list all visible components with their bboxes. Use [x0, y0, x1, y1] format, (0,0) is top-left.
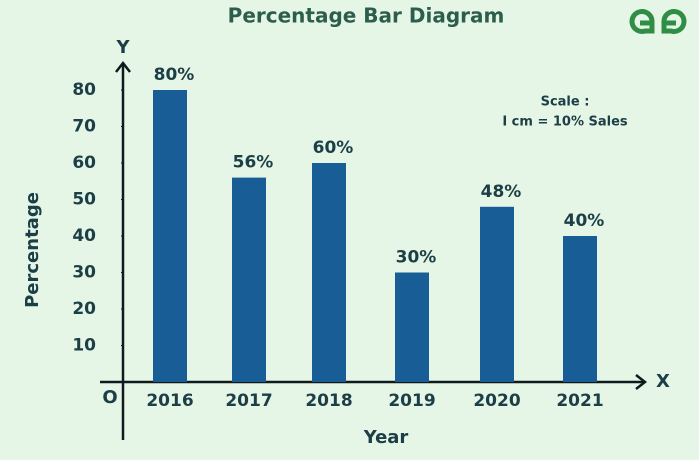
chart-title: Percentage Bar Diagram: [228, 4, 505, 28]
y-axis-symbol: Y: [115, 37, 130, 58]
y-tick-label: 70: [72, 117, 96, 137]
bar: [563, 236, 597, 382]
y-tick-label: 40: [72, 226, 96, 246]
x-tick-label: 2021: [556, 391, 603, 411]
y-tick-label: 50: [72, 190, 96, 210]
value-label: 56%: [233, 153, 274, 173]
value-label: 30%: [396, 248, 437, 268]
x-axis-symbol: X: [656, 371, 670, 392]
logo: [629, 8, 687, 34]
bar: [232, 177, 266, 382]
x-tick-label: 2017: [225, 391, 272, 411]
annotation: Scale :: [541, 95, 590, 110]
y-axis-label: Percentage: [22, 192, 43, 308]
x-tick-label: 2016: [146, 391, 193, 411]
origin-label: O: [102, 387, 117, 408]
y-tick-label: 60: [72, 153, 96, 173]
bar: [153, 90, 187, 382]
value-label: 60%: [313, 138, 354, 158]
x-tick-label: 2018: [305, 391, 352, 411]
x-tick-label: 2019: [388, 391, 435, 411]
value-label: 40%: [564, 211, 605, 231]
value-label: 48%: [481, 182, 522, 202]
y-tick-label: 30: [72, 263, 96, 283]
bar: [312, 163, 346, 382]
y-tick-label: 80: [72, 80, 96, 100]
x-axis-label: Year: [363, 427, 409, 448]
value-label: 80%: [154, 65, 195, 85]
y-tick-label: 10: [72, 336, 96, 356]
bar: [480, 206, 514, 382]
y-tick-label: 20: [72, 299, 96, 319]
x-tick-label: 2020: [473, 391, 520, 411]
annotation: I cm = 10% Sales: [502, 115, 628, 130]
bar: [395, 272, 429, 382]
